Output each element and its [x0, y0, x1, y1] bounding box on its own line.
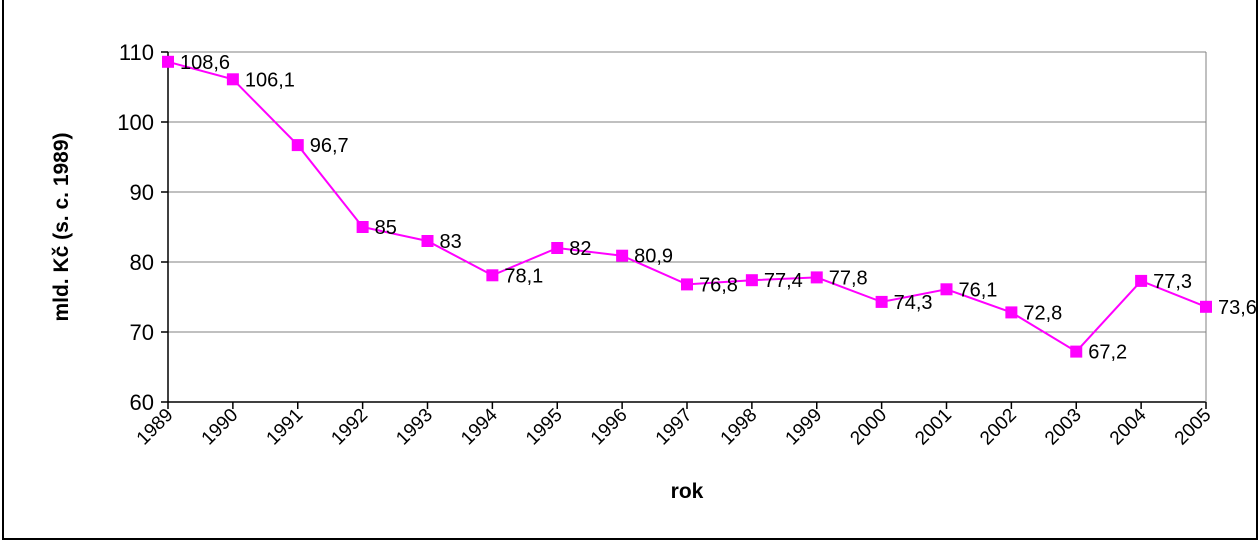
data-label: 76,8 — [699, 274, 738, 296]
data-point-marker — [421, 235, 434, 247]
gridlines — [168, 51, 1206, 333]
y-tick-label: 110 — [119, 40, 154, 65]
x-tick-label: 1995 — [522, 405, 567, 450]
x-tick-label: 1996 — [587, 405, 632, 450]
data-point-marker — [810, 271, 823, 284]
x-tick-label: 2005 — [1171, 405, 1216, 450]
data-point-marker — [486, 269, 499, 282]
data-point-marker — [745, 274, 758, 287]
data-label: 67,2 — [1088, 342, 1127, 364]
data-point-marker — [1070, 345, 1083, 358]
series-group — [162, 55, 1212, 358]
data-point-marker — [551, 242, 564, 254]
y-tick-label: 80 — [130, 250, 154, 275]
data-label: 77,3 — [1153, 271, 1192, 293]
data-label: 83 — [440, 231, 462, 253]
x-tick-label: 1990 — [198, 405, 243, 450]
data-point-marker — [1005, 306, 1018, 319]
x-tick-label: 2004 — [1106, 404, 1151, 449]
data-label: 77,8 — [829, 267, 868, 289]
y-tick-label: 100 — [117, 110, 154, 135]
data-label: 77,4 — [764, 270, 803, 292]
data-point-marker — [1200, 300, 1212, 313]
y-tick-label: 90 — [130, 180, 154, 205]
data-point-marker — [291, 139, 304, 152]
data-point-marker — [616, 249, 629, 262]
data-point-marker — [226, 73, 239, 86]
data-point-marker — [356, 221, 369, 233]
data-label: 96,7 — [310, 135, 349, 157]
x-ticks: 1989 1990 1991 1992 1993 1994 1995 1996 1997 1998… — [133, 402, 1216, 449]
y-tick-label: 70 — [130, 320, 154, 345]
data-label: 106,1 — [245, 69, 295, 91]
data-label: 108,6 — [180, 52, 230, 74]
x-tick-label: 2003 — [1041, 405, 1086, 450]
data-label: 85 — [375, 217, 397, 239]
x-tick-label: 1993 — [392, 405, 437, 450]
y-axis-title: mld. Kč (s. c. 1989) — [50, 132, 73, 321]
x-tick-label: 2001 — [911, 405, 956, 450]
data-label: 80,9 — [634, 246, 673, 268]
data-label: 72,8 — [1023, 302, 1062, 324]
x-tick-label: 1997 — [652, 405, 697, 450]
x-tick-label: 1994 — [457, 404, 502, 449]
data-point-marker — [162, 55, 174, 68]
data-label: 76,1 — [959, 279, 998, 301]
data-labels: 108,6 106,1 96,7 85 83 78,1 82 80,9 76,8 77,4 77,8… — [180, 52, 1257, 364]
data-label: 73,6 — [1218, 297, 1257, 319]
data-point-marker — [940, 283, 953, 296]
data-label: 82 — [569, 238, 591, 260]
x-tick-label: 2002 — [976, 405, 1021, 450]
x-tick-label: 1999 — [782, 405, 827, 450]
x-tick-label: 2000 — [846, 405, 891, 450]
x-tick-label: 1998 — [717, 405, 762, 450]
y-ticks: 60 70 80 90 100 110 — [117, 40, 168, 415]
data-point-marker — [681, 278, 693, 291]
data-label: 74,3 — [894, 292, 933, 314]
data-point-marker — [1135, 274, 1148, 287]
axes — [167, 52, 1207, 403]
x-tick-label: 1991 — [263, 405, 308, 450]
data-point-marker — [875, 295, 888, 308]
x-tick-label: 1992 — [327, 405, 372, 450]
x-axis-title: rok — [671, 480, 704, 503]
data-label: 78,1 — [504, 265, 543, 287]
y-tick-label: 60 — [130, 390, 154, 415]
